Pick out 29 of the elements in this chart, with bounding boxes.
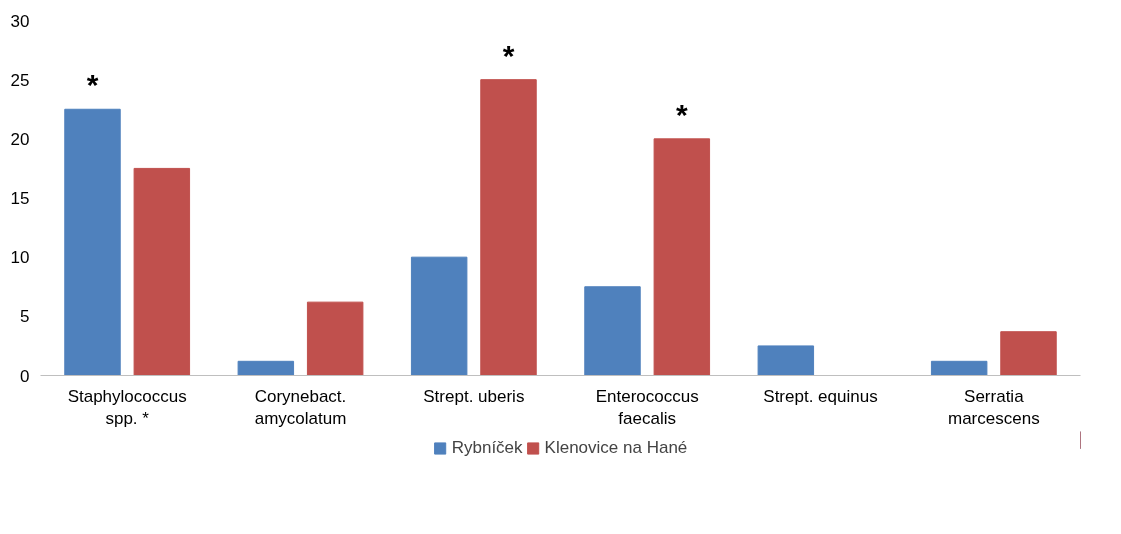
x-tick-label: Strept. equinus xyxy=(763,386,878,406)
y-tick-label: 30 xyxy=(10,11,30,31)
x-tick-label: Enterococcus faecalis xyxy=(595,386,699,429)
y-tick-label: 15 xyxy=(10,189,30,208)
bar xyxy=(64,108,121,376)
bar xyxy=(653,138,711,376)
legend-label: Klenovice na Hané xyxy=(544,438,688,458)
annotation: * xyxy=(676,97,688,131)
y-tick-label: 0 xyxy=(20,366,30,386)
y-tick-label: 10 xyxy=(10,248,30,268)
bar xyxy=(306,301,364,376)
annotation: * xyxy=(502,38,515,72)
bar xyxy=(133,167,191,376)
bar xyxy=(410,256,468,376)
y-tick-label: 25 xyxy=(10,70,30,90)
x-tick-label: Corynebact. amycolatum xyxy=(254,386,347,429)
x-tick-label: Strept. uberis xyxy=(423,386,525,406)
annotation: * xyxy=(86,68,99,102)
bar xyxy=(237,360,295,376)
x-tick-label: Serratia marcescens xyxy=(948,386,1040,429)
y-tick-label: 20 xyxy=(10,129,30,149)
bar xyxy=(480,79,537,376)
bar xyxy=(584,286,641,376)
bar xyxy=(930,360,988,376)
bar xyxy=(757,345,815,376)
legend-label: Rybníček xyxy=(451,438,523,458)
y-tick-label: 5 xyxy=(20,307,30,327)
x-tick-label: Staphylococcus spp. * xyxy=(67,386,187,429)
bar xyxy=(1000,331,1057,376)
